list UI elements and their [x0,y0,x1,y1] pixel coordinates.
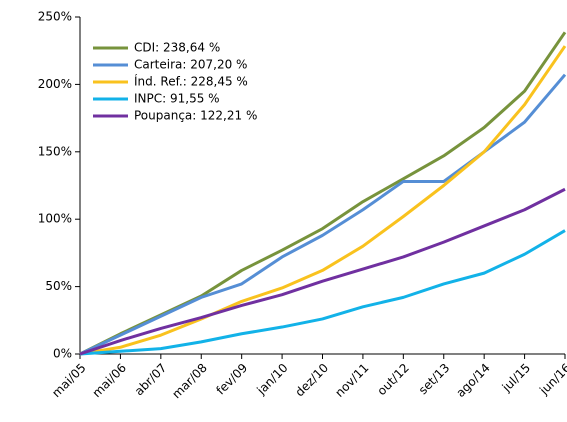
x-tick-label: set/13 [416,361,453,398]
series-line [79,45,567,356]
x-tick-label: fev/09 [213,361,250,398]
y-tick-label: 250% [38,10,72,24]
legend-label: INPC: 91,55 % [134,92,220,106]
x-tick-label: jul/15 [499,361,533,395]
legend-label: CDI: 238,64 % [134,41,220,55]
x-tick-label: dez/10 [292,361,331,400]
y-tick-label: 100% [38,212,72,226]
x-tick-label: jan/10 [253,361,290,398]
x-tick-label: nov/11 [332,361,371,400]
legend-label: Carteira: 207,20 % [134,58,247,72]
series-line [79,187,566,356]
legend-label: Índ. Ref.: 228,45 % [134,74,248,89]
y-tick-label: 0% [53,347,72,361]
x-tick-label: mai/05 [49,361,88,400]
y-tick-label: 200% [38,77,72,91]
x-tick-label: ago/14 [453,361,492,400]
y-tick-label: 150% [38,144,72,158]
y-tick-label: 50% [45,279,72,293]
series-line [79,229,566,356]
legend-label: Poupança: 122,21 % [134,109,257,123]
x-tick-label: abr/07 [132,361,170,399]
x-tick-label: mar/08 [169,361,210,402]
x-tick-label: mai/06 [90,361,129,400]
x-tick-label: jun/16 [536,361,567,398]
x-tick-label: out/12 [374,361,411,398]
